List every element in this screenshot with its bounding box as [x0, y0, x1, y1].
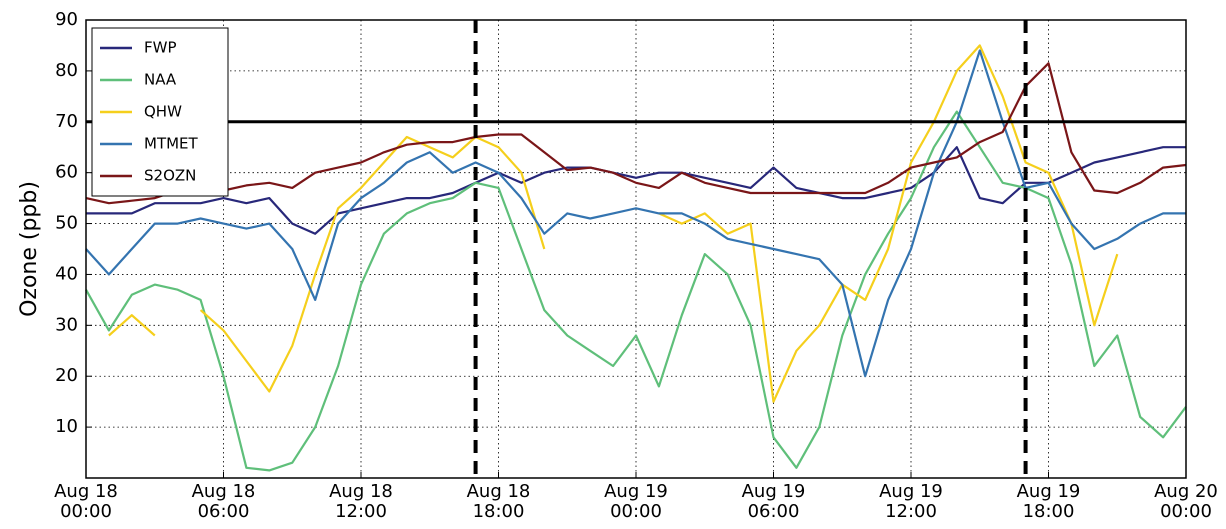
x-tick-label: Aug 18 06:00	[191, 481, 256, 522]
x-tick-label: Aug 19 00:00	[604, 481, 668, 522]
x-tick-label: Aug 19 12:00	[879, 481, 943, 522]
y-tick-label: 10	[55, 416, 78, 437]
y-tick-label: 20	[55, 365, 78, 386]
x-tick-label: Aug 18 00:00	[54, 481, 118, 522]
x-tick-label: Aug 20 00:00	[1154, 481, 1218, 522]
y-tick-label: 70	[55, 111, 78, 132]
series-line	[85, 110, 1187, 472]
series-line	[108, 44, 1119, 403]
legend-label: FWP	[144, 39, 177, 57]
legend-label: NAA	[144, 71, 177, 89]
legend-label: MTMET	[144, 135, 199, 153]
y-tick-label: 80	[55, 60, 78, 81]
y-tick-label: 60	[55, 162, 78, 183]
x-tick-label: Aug 18 18:00	[466, 481, 531, 522]
plot-frame	[85, 19, 1187, 479]
x-tick-label: Aug 19 18:00	[1016, 481, 1081, 522]
y-tick-label: 30	[55, 314, 78, 335]
legend-label: QHW	[144, 103, 182, 121]
x-tick-label: Aug 18 12:00	[329, 481, 393, 522]
y-tick-label: 90	[55, 9, 78, 30]
y-axis-label: Ozone (ppb)	[17, 181, 42, 317]
x-tick-label: Aug 19 06:00	[741, 481, 806, 522]
series-line	[85, 62, 1187, 205]
y-tick-label: 50	[55, 213, 78, 234]
series-line	[86, 146, 1186, 235]
y-tick-label: 40	[55, 263, 78, 284]
legend-label: S2OZN	[144, 167, 196, 185]
